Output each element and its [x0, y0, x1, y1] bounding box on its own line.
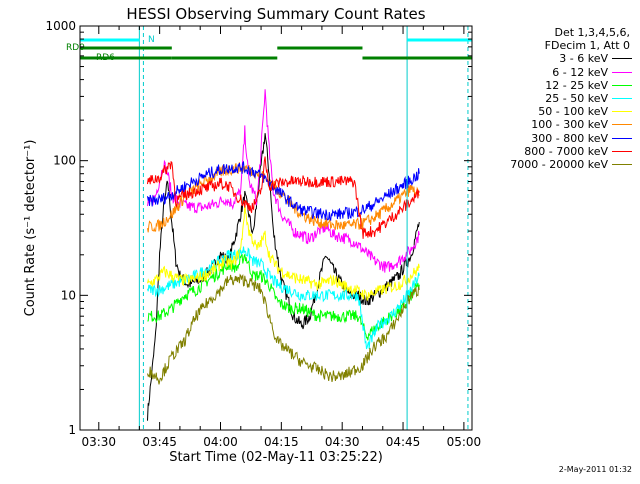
plot-frame	[79, 25, 473, 431]
legend-item: 3 - 6 keV	[480, 52, 636, 65]
legend-header-line-1: Det 1,3,4,5,6,	[554, 26, 630, 39]
legend-item: 12 - 25 keV	[480, 79, 636, 92]
legend-swatch	[612, 71, 632, 73]
legend-item-label: 3 - 6 keV	[559, 52, 608, 66]
legend-item: 300 - 800 keV	[480, 132, 636, 145]
legend-item: 25 - 50 keV	[480, 92, 636, 105]
legend-swatch	[612, 124, 632, 126]
legend-swatch	[612, 163, 632, 165]
series-line-6	[147, 160, 420, 222]
legend-swatch	[612, 150, 632, 152]
x-axis-label: Start Time (02-May-11 03:25:22)	[169, 450, 383, 465]
legend-item-label: 300 - 800 keV	[531, 131, 608, 145]
annotation-n: N	[148, 35, 155, 45]
y-tick-label: 10	[61, 288, 76, 302]
legend-item: 100 - 300 keV	[480, 118, 636, 131]
legend-item-label: 7000 - 20000 keV	[510, 157, 608, 171]
legend-item: 50 - 100 keV	[480, 105, 636, 118]
legend-item-label: 6 - 12 keV	[552, 65, 608, 79]
y-tick-label: 1	[68, 423, 76, 437]
series-line-2	[147, 254, 420, 341]
footer-date: 2-May-2011 01:32	[558, 465, 632, 474]
legend-swatch	[612, 111, 632, 113]
legend-swatch	[612, 137, 632, 139]
series-line-8	[147, 273, 420, 385]
legend-item-label: 12 - 25 keV	[545, 78, 608, 92]
legend-header-line-2: FDecim 1, Att 0	[544, 39, 630, 53]
y-tick-label: 100	[53, 154, 76, 168]
series-line-4	[147, 201, 420, 301]
legend-swatch	[612, 58, 632, 60]
x-tick-label: 05:00	[447, 435, 482, 449]
x-tick-label: 04:15	[264, 435, 299, 449]
series-line-1	[147, 89, 420, 273]
x-tick-label: 03:45	[142, 435, 177, 449]
annotation-rd6: RD6	[96, 53, 115, 63]
legend-item-label: 800 - 7000 keV	[524, 144, 608, 158]
x-tick-label: 04:00	[203, 435, 238, 449]
x-tick-label: 04:30	[325, 435, 360, 449]
x-tick-label: 04:45	[386, 435, 421, 449]
legend-swatch	[612, 84, 632, 86]
series-line-7	[147, 156, 420, 239]
legend-item-label: 100 - 300 keV	[531, 118, 608, 132]
x-tick-label: 03:30	[81, 435, 116, 449]
legend-item: 6 - 12 keV	[480, 66, 636, 79]
legend-item: 7000 - 20000 keV	[480, 158, 636, 171]
chart-title: HESSI Observing Summary Count Rates	[126, 5, 425, 23]
series-line-5	[147, 162, 420, 233]
legend-item-label: 50 - 100 keV	[538, 105, 608, 119]
legend-swatch	[612, 97, 632, 99]
legend: Det 1,3,4,5,6, FDecim 1, Att 0 3 - 6 keV…	[480, 26, 636, 171]
annotation-rd0: RD0	[66, 43, 85, 53]
y-axis-label: Count Rate (s⁻¹ detector⁻¹)	[23, 140, 38, 317]
series-line-0	[147, 133, 420, 421]
legend-item-label: 25 - 50 keV	[545, 91, 608, 105]
y-tick-label: 1000	[45, 19, 76, 33]
legend-item: 800 - 7000 keV	[480, 145, 636, 158]
